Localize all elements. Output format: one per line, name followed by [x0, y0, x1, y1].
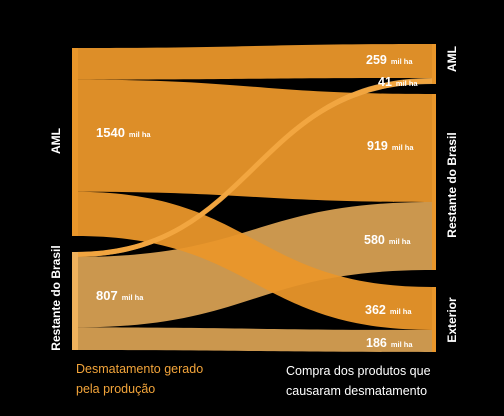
label-flow-brasil-to-brasil-value: 580	[364, 233, 385, 247]
label-flow-aml-to-aml: 259 mil ha	[366, 53, 413, 67]
caption-right-line-2: causaram desmatamento	[286, 384, 428, 398]
label-flow-aml-to-aml-unit: mil ha	[391, 57, 414, 66]
node-right-brasil	[432, 94, 436, 270]
label-flow-aml-to-exterior-unit: mil ha	[390, 307, 413, 316]
caption-right: Compra dos produtos que causaram desmata…	[286, 361, 431, 401]
label-flow-brasil-to-exterior: 186 mil ha	[366, 336, 413, 350]
label-flow-brasil-to-exterior-value: 186	[366, 336, 387, 350]
label-flow-aml-to-brasil: 919 mil ha	[367, 139, 414, 153]
label-flow-aml-to-brasil-unit: mil ha	[392, 143, 415, 152]
caption-left-line-1: Desmatamento gerado	[76, 362, 204, 376]
side-label-right-aml: AML	[445, 46, 459, 72]
flow-brasil-to-exterior	[76, 327, 432, 352]
node-left-aml	[72, 48, 78, 236]
label-left-aml-value: 1540	[96, 125, 125, 140]
label-left-brasil-value: 807	[96, 288, 118, 303]
flow-aml-to-exterior	[76, 191, 432, 330]
node-left-brasil	[72, 252, 78, 350]
label-left-brasil: 807 mil ha	[96, 288, 144, 303]
flow-aml-to-brasil	[76, 79, 432, 202]
node-right-aml	[432, 44, 436, 84]
label-flow-aml-to-brasil-value: 919	[367, 139, 388, 153]
label-flow-aml-to-exterior-value: 362	[365, 303, 386, 317]
side-label-right-brasil: Restante do Brasil	[445, 132, 459, 237]
label-flow-brasil-to-brasil: 580 mil ha	[364, 233, 411, 247]
label-left-brasil-unit: mil ha	[122, 293, 145, 302]
caption-left: Desmatamento gerado pela produção	[76, 359, 203, 399]
side-label-right-exterior: Exterior	[445, 297, 459, 343]
side-label-left-brasil: Restante do Brasil	[49, 245, 63, 350]
label-flow-brasil-to-aml: 41 mil ha	[378, 75, 418, 89]
caption-left-line-2: pela produção	[76, 382, 156, 396]
label-flow-brasil-to-aml-unit: mil ha	[396, 79, 419, 88]
label-left-aml: 1540 mil ha	[96, 125, 151, 140]
label-flow-brasil-to-aml-value: 41	[378, 75, 392, 89]
caption-right-line-1: Compra dos produtos que	[286, 364, 431, 378]
label-flow-aml-to-exterior: 362 mil ha	[365, 303, 412, 317]
label-flow-brasil-to-brasil-unit: mil ha	[389, 237, 412, 246]
flow-brasil-to-aml-highlight	[75, 78, 433, 257]
node-right-exterior	[432, 287, 436, 352]
side-label-left-aml: AML	[49, 128, 63, 154]
label-flow-aml-to-aml-value: 259	[366, 53, 387, 67]
label-flow-brasil-to-exterior-unit: mil ha	[391, 340, 414, 349]
flow-aml-to-aml	[76, 44, 432, 80]
label-left-aml-unit: mil ha	[129, 130, 152, 139]
